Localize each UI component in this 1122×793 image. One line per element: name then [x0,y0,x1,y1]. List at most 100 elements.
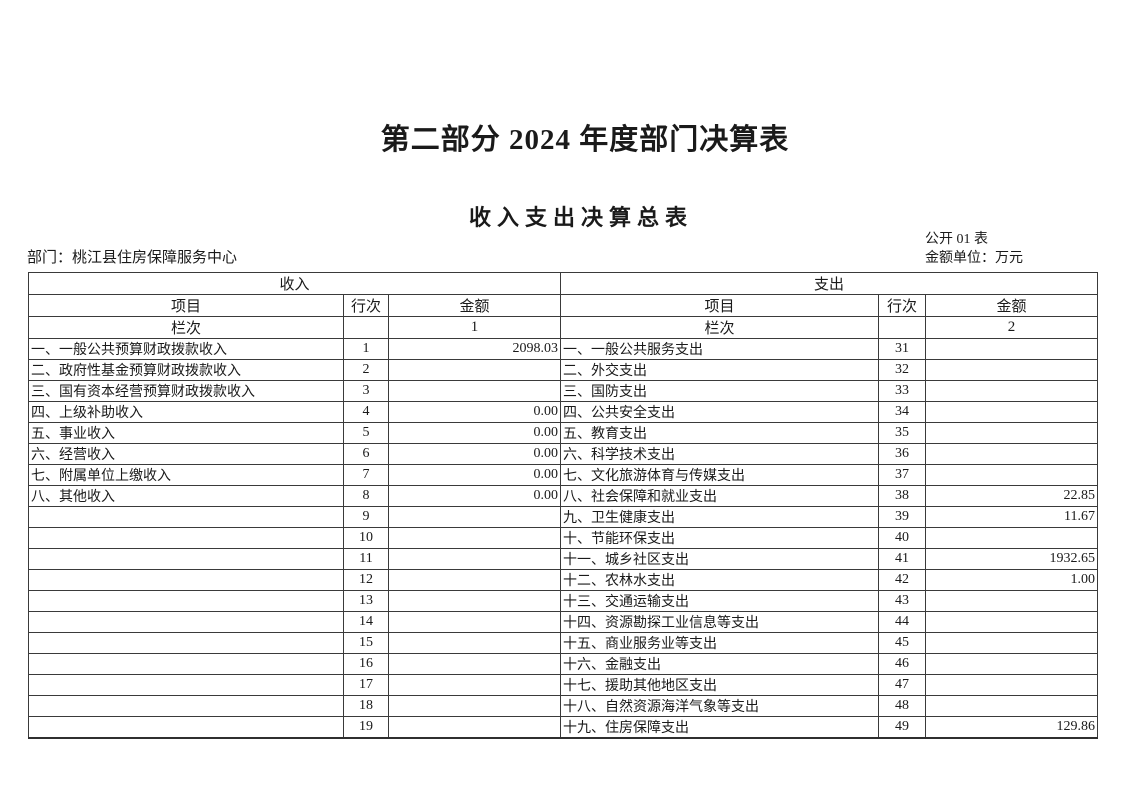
section-header-row: 收入 支出 [28,272,1098,295]
income-item-cell [28,548,344,570]
expense-amount-cell [925,380,1098,402]
expense-amount-cell [925,611,1098,633]
income-item-cell: 八、其他收入 [28,485,344,507]
income-item-header: 项目 [28,294,344,317]
expense-amount-cell [925,359,1098,381]
expense-amount-cell [925,590,1098,612]
expense-amount-cell [925,674,1098,696]
expense-line-index [878,316,926,339]
income-item-cell: 三、国有资本经营预算财政拨款收入 [28,380,344,402]
income-amount-cell [388,359,561,381]
expense-item-cell: 十四、资源勘探工业信息等支出 [560,611,879,633]
expense-amount-cell [925,632,1098,654]
income-line-index [343,316,389,339]
table-row: 四、上级补助收入 4 0.00 四、公共安全支出 34 [28,401,1098,423]
income-line-cell: 7 [343,464,389,486]
table-code: 公开 01 表 [925,232,988,247]
income-amount-cell: 0.00 [388,464,561,486]
expense-item-cell: 十八、自然资源海洋气象等支出 [560,695,879,717]
table-row: 13 十三、交通运输支出 43 [28,590,1098,612]
expense-line-cell: 35 [878,422,926,444]
expense-amount-cell [925,338,1098,360]
income-expense-table: 收入 支出 项目 行次 金额 项目 行次 金额 栏次 1 栏次 2 一、一般公共… [28,272,1098,739]
income-line-cell: 17 [343,674,389,696]
expense-line-cell: 45 [878,632,926,654]
income-amount-cell [388,506,561,528]
table-row: 12 十二、农林水支出 42 1.00 [28,569,1098,591]
expense-line-cell: 43 [878,590,926,612]
income-line-cell: 5 [343,422,389,444]
income-line-cell: 14 [343,611,389,633]
expense-line-cell: 47 [878,674,926,696]
income-amount-cell: 2098.03 [388,338,561,360]
income-item-cell: 五、事业收入 [28,422,344,444]
expense-line-cell: 33 [878,380,926,402]
income-amount-cell [388,716,561,739]
department-label: 部门：桃江县住房保障服务中心 [27,250,238,266]
expense-item-cell: 五、教育支出 [560,422,879,444]
income-amount-cell: 0.00 [388,422,561,444]
table-row: 八、其他收入 8 0.00 八、社会保障和就业支出 38 22.85 [28,485,1098,507]
expense-item-cell: 十五、商业服务业等支出 [560,632,879,654]
income-amount-cell [388,548,561,570]
income-amount-cell [388,632,561,654]
expense-line-cell: 41 [878,548,926,570]
income-item-cell [28,506,344,528]
income-section-header: 收入 [28,272,561,295]
income-line-cell: 6 [343,443,389,465]
income-amount-cell [388,380,561,402]
income-item-cell [28,590,344,612]
table-row: 10 十、节能环保支出 40 [28,527,1098,549]
expense-item-cell: 十六、金融支出 [560,653,879,675]
expense-item-cell: 四、公共安全支出 [560,401,879,423]
expense-amount-cell: 1.00 [925,569,1098,591]
income-amount-cell: 0.00 [388,485,561,507]
expense-amount-cell [925,443,1098,465]
expense-line-cell: 38 [878,485,926,507]
income-amount-cell [388,611,561,633]
table-row: 18 十八、自然资源海洋气象等支出 48 [28,695,1098,717]
expense-item-cell: 七、文化旅游体育与传媒支出 [560,464,879,486]
table-row: 三、国有资本经营预算财政拨款收入 3 三、国防支出 33 [28,380,1098,402]
part-title: 第二部分 2024 年度部门决算表 [380,124,790,156]
table-row: 16 十六、金融支出 46 [28,653,1098,675]
income-amount-cell: 0.00 [388,401,561,423]
expense-item-cell: 八、社会保障和就业支出 [560,485,879,507]
expense-line-header: 行次 [878,294,926,317]
expense-line-cell: 49 [878,716,926,739]
income-index-number: 1 [388,316,561,339]
income-line-cell: 1 [343,338,389,360]
income-item-cell [28,716,344,739]
income-line-cell: 12 [343,569,389,591]
income-line-cell: 18 [343,695,389,717]
table-row: 15 十五、商业服务业等支出 45 [28,632,1098,654]
expense-amount-cell [925,695,1098,717]
income-amount-header: 金额 [388,294,561,317]
income-line-cell: 10 [343,527,389,549]
income-amount-cell [388,590,561,612]
table-row: 二、政府性基金预算财政拨款收入 2 二、外交支出 32 [28,359,1098,381]
income-amount-cell [388,569,561,591]
expense-item-cell: 一、一般公共服务支出 [560,338,879,360]
expense-line-cell: 36 [878,443,926,465]
income-item-cell [28,674,344,696]
table-title: 收入支出决算总表 [468,205,693,230]
unit-label: 金额单位：万元 [925,251,1023,266]
expense-index-label: 栏次 [560,316,879,339]
income-line-header: 行次 [343,294,389,317]
expense-line-cell: 31 [878,338,926,360]
income-amount-cell: 0.00 [388,443,561,465]
expense-item-header: 项目 [560,294,879,317]
expense-amount-header: 金额 [925,294,1098,317]
income-line-cell: 8 [343,485,389,507]
income-line-cell: 13 [343,590,389,612]
table-row: 一、一般公共预算财政拨款收入 1 2098.03 一、一般公共服务支出 31 [28,338,1098,360]
income-item-cell [28,611,344,633]
income-amount-cell [388,695,561,717]
expense-line-cell: 44 [878,611,926,633]
expense-line-cell: 37 [878,464,926,486]
income-item-cell [28,653,344,675]
expense-index-number: 2 [925,316,1098,339]
expense-line-cell: 42 [878,569,926,591]
